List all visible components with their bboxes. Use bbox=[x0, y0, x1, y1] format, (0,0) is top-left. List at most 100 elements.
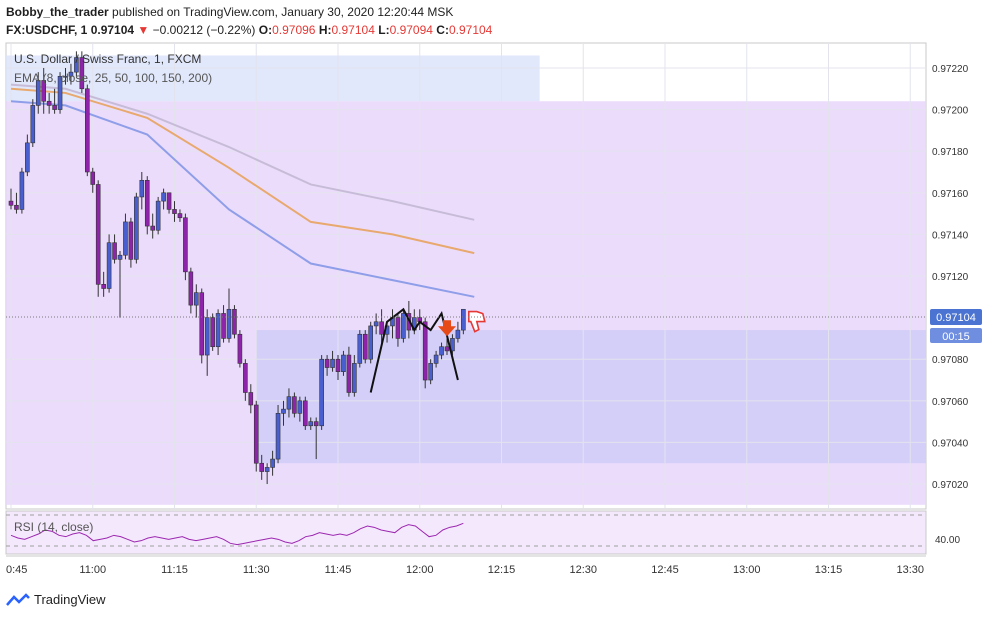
candle-body bbox=[281, 408, 286, 414]
candle-body bbox=[243, 363, 248, 393]
y-tick-label: 0.97020 bbox=[932, 480, 969, 491]
x-tick-label: 12:30 bbox=[569, 564, 597, 576]
rsi-line bbox=[10, 522, 464, 546]
ema-line bbox=[10, 83, 475, 221]
candle-body bbox=[63, 75, 68, 78]
x-tick-label: 11:00 bbox=[79, 564, 106, 576]
candle-body bbox=[313, 421, 319, 427]
candle-body bbox=[134, 196, 139, 260]
low-label: L: bbox=[378, 23, 390, 37]
candle-body bbox=[172, 209, 177, 214]
x-tick-label: 0:45 bbox=[6, 564, 27, 576]
candle-body bbox=[439, 346, 444, 356]
y-tick-label: 0.97220 bbox=[932, 64, 969, 75]
candle-body bbox=[428, 363, 433, 381]
candle-body bbox=[253, 404, 259, 464]
close-value: 0.97104 bbox=[448, 23, 493, 37]
open-value: 0.97096 bbox=[272, 23, 316, 37]
tradingview-logo[interactable]: TradingView bbox=[6, 592, 106, 607]
candle-body bbox=[41, 80, 47, 102]
zone-box bbox=[256, 330, 926, 464]
time-axis[interactable]: 0:45 11:00 11:15 11:30 11:45 12:00 12:15 12:30 1… bbox=[6, 564, 924, 576]
candle-body bbox=[335, 358, 341, 372]
candle-body bbox=[275, 413, 281, 460]
candle-body bbox=[324, 358, 330, 368]
candle-body bbox=[161, 192, 166, 202]
rsi-pane bbox=[5, 510, 927, 555]
candle-body bbox=[395, 317, 401, 339]
candle-body bbox=[433, 354, 439, 364]
candle-body bbox=[166, 192, 172, 210]
candle-body bbox=[35, 80, 41, 106]
candle-body bbox=[226, 308, 232, 339]
x-tick-label: 12:15 bbox=[488, 564, 516, 576]
ema-legend[interactable]: EMA (8, close, 25, 50, 100, 150, 200) bbox=[14, 71, 212, 85]
author-name[interactable]: Bobby_the_trader bbox=[6, 5, 109, 19]
y-tick-label: 0.97120 bbox=[932, 272, 969, 283]
candle-body bbox=[270, 458, 275, 468]
candle-body bbox=[112, 242, 117, 260]
y-tick-label: 0.97060 bbox=[932, 397, 969, 408]
candle-body bbox=[330, 358, 335, 368]
candle-body bbox=[259, 462, 265, 472]
candle-body bbox=[362, 333, 368, 360]
candle-body bbox=[19, 171, 25, 210]
candle-body bbox=[194, 292, 199, 306]
ema-layer bbox=[10, 83, 475, 298]
publish-text: published on TradingView.com, January 30… bbox=[112, 5, 454, 19]
legend: U.S. Dollar / Swiss Franc, 1, FXCM EMA (… bbox=[14, 52, 212, 85]
candle-body bbox=[422, 321, 428, 381]
publish-info: Bobby_the_trader published on TradingVie… bbox=[6, 5, 453, 19]
tradingview-logo-icon bbox=[6, 592, 30, 606]
candle-body bbox=[455, 329, 461, 339]
candle-body bbox=[68, 71, 74, 77]
candle-body bbox=[25, 142, 30, 173]
price-axis[interactable]: 0.97220 0.97200 0.97180 0.97160 0.97140 0.971… bbox=[932, 64, 969, 491]
candle-body bbox=[106, 242, 112, 289]
candle-body bbox=[221, 313, 226, 339]
ema-line bbox=[10, 87, 475, 255]
candle-body bbox=[368, 325, 374, 360]
y-tick-label: 0.97200 bbox=[932, 106, 969, 117]
candle-body bbox=[128, 221, 134, 260]
candle-body bbox=[52, 105, 57, 110]
down-arrow-icon bbox=[438, 320, 456, 337]
candles-layer bbox=[8, 51, 466, 485]
candle-body bbox=[95, 184, 101, 285]
candle-body bbox=[144, 180, 150, 227]
candle-body bbox=[237, 333, 243, 364]
zone-box bbox=[6, 55, 540, 102]
x-tick-label: 12:00 bbox=[406, 564, 434, 576]
open-label: O: bbox=[258, 23, 273, 37]
y-tick-label: 0.97160 bbox=[932, 189, 969, 200]
candle-body bbox=[444, 346, 450, 352]
candle-body bbox=[8, 200, 14, 206]
candle-body bbox=[264, 467, 270, 472]
countdown-value: 00:15 bbox=[942, 331, 970, 343]
candle-body bbox=[308, 421, 314, 427]
candle-body bbox=[292, 396, 297, 414]
candle-body bbox=[101, 284, 106, 289]
candle-body bbox=[379, 321, 384, 335]
pattern-drawing bbox=[369, 307, 459, 393]
price-tag bbox=[930, 309, 982, 325]
change-arrow-icon: ▼ bbox=[137, 23, 150, 37]
candle-body bbox=[319, 358, 324, 427]
symbol-label: FX:USDCHF, 1 bbox=[6, 23, 88, 37]
candle-body bbox=[30, 105, 36, 144]
candle-body bbox=[188, 271, 194, 306]
candle-body bbox=[297, 400, 303, 414]
candle-body bbox=[204, 317, 210, 356]
candle-body bbox=[357, 333, 363, 364]
x-tick-label: 11:15 bbox=[161, 564, 188, 576]
y-tick-label: 0.97140 bbox=[932, 230, 969, 241]
candle-body bbox=[373, 321, 379, 327]
candle-body bbox=[215, 313, 221, 348]
x-tick-label: 12:45 bbox=[651, 564, 679, 576]
x-tick-label: 13:30 bbox=[896, 564, 924, 576]
y-tick-label: 0.97180 bbox=[932, 147, 969, 158]
candle-body bbox=[57, 75, 63, 110]
candle-body bbox=[183, 217, 188, 273]
candle-body bbox=[139, 180, 145, 198]
